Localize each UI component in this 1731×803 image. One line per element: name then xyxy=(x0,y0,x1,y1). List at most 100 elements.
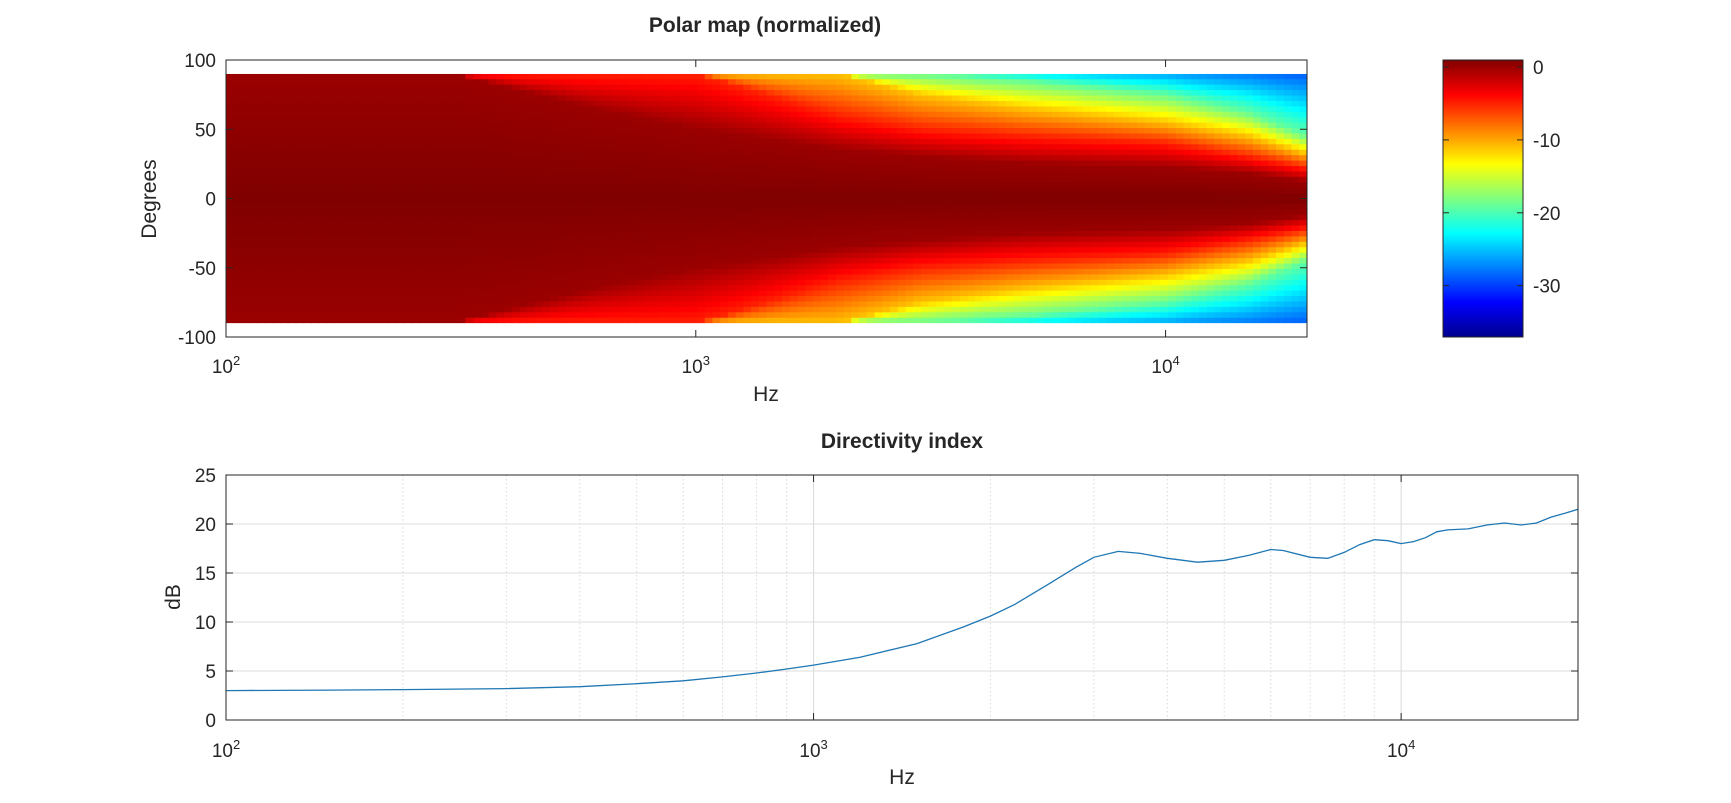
heatmap-cell xyxy=(681,290,691,297)
heatmap-cell xyxy=(627,214,637,221)
heatmap-cell xyxy=(395,263,405,270)
heatmap-cell xyxy=(1005,73,1015,81)
heatmap-cell xyxy=(673,176,683,184)
heatmap-cell xyxy=(612,203,621,211)
heatmap-cell xyxy=(1036,306,1046,314)
heatmap-cell xyxy=(1052,209,1061,216)
heatmap-cell xyxy=(503,182,513,189)
heatmap-cell xyxy=(457,106,467,113)
heatmap-cell xyxy=(403,165,413,173)
heatmap-cell xyxy=(697,290,706,297)
heatmap-cell xyxy=(658,165,667,173)
heatmap-cell xyxy=(619,301,629,308)
heatmap-cell xyxy=(326,268,335,276)
heatmap-cell xyxy=(1005,279,1015,287)
heatmap-cell xyxy=(781,214,791,221)
heatmap-cell xyxy=(457,236,467,243)
heatmap-cell xyxy=(743,138,752,146)
heatmap-cell xyxy=(249,285,258,292)
heatmap-cell xyxy=(650,73,660,81)
heatmap-cell xyxy=(581,279,590,287)
heatmap-cell xyxy=(835,285,845,292)
heatmap-cell xyxy=(727,193,737,200)
heatmap-cell xyxy=(388,225,397,232)
heatmap-cell xyxy=(1029,144,1038,151)
heatmap-cell xyxy=(882,73,891,81)
heatmap-cell xyxy=(550,252,559,259)
heatmap-cell xyxy=(1036,290,1046,297)
heatmap-cell xyxy=(434,165,443,173)
heatmap-cell xyxy=(256,263,266,270)
heatmap-cell xyxy=(874,73,884,81)
heatmap-cell xyxy=(503,128,513,135)
heatmap-cell xyxy=(913,290,922,297)
heatmap-cell xyxy=(380,133,389,140)
heatmap-cell xyxy=(1013,285,1023,292)
heatmap-cell xyxy=(1059,198,1069,205)
heatmap-cell xyxy=(380,290,389,297)
heatmap-cell xyxy=(380,274,389,281)
heatmap-cell xyxy=(928,306,938,314)
heatmap-cell xyxy=(812,214,822,221)
heatmap-cell xyxy=(573,279,582,287)
heatmap-cell xyxy=(905,79,915,86)
heatmap-cell xyxy=(851,258,860,265)
heatmap-cell xyxy=(1036,198,1046,205)
heatmap-cell xyxy=(503,165,513,173)
heatmap-cell xyxy=(751,133,760,140)
heatmap-cell xyxy=(1036,236,1046,243)
heatmap-cell xyxy=(588,231,598,238)
heatmap-cell xyxy=(511,236,521,243)
heatmap-cell xyxy=(334,258,343,265)
heatmap-cell xyxy=(812,111,822,119)
heatmap-cell xyxy=(480,236,490,243)
heatmap-cell xyxy=(928,187,938,194)
heatmap-cell xyxy=(751,247,760,254)
heatmap-cell xyxy=(812,296,822,303)
heatmap-cell xyxy=(951,193,961,200)
heatmap-cell xyxy=(1013,231,1023,238)
heatmap-cell xyxy=(828,285,837,292)
heatmap-cell xyxy=(226,128,235,135)
heatmap-cell xyxy=(866,106,876,113)
heatmap-cell xyxy=(573,187,582,194)
heatmap-cell xyxy=(882,133,891,140)
heatmap-cell xyxy=(751,268,760,276)
heatmap-cell xyxy=(859,296,868,303)
heatmap-cell xyxy=(928,100,938,108)
heatmap-cell xyxy=(341,312,351,319)
heatmap-cell xyxy=(774,171,783,178)
heatmap-cell xyxy=(357,274,366,281)
heatmap-cell xyxy=(619,138,629,146)
heatmap-cell xyxy=(256,268,266,276)
heatmap-cell xyxy=(1029,241,1038,249)
heatmap-cell xyxy=(627,312,637,319)
heatmap-cell xyxy=(280,133,289,140)
heatmap-cell xyxy=(859,133,868,140)
heatmap-cell xyxy=(990,301,999,308)
heatmap-cell xyxy=(812,225,822,232)
heatmap-cell xyxy=(635,274,644,281)
heatmap-cell xyxy=(480,165,490,173)
heatmap-cell xyxy=(588,285,598,292)
heatmap-cell xyxy=(805,225,814,232)
heatmap-cell xyxy=(1029,111,1038,119)
heatmap-cell xyxy=(473,165,482,173)
heatmap-cell xyxy=(527,111,536,119)
heatmap-cell xyxy=(697,312,706,319)
heatmap-cell xyxy=(256,111,266,119)
heatmap-cell xyxy=(758,220,768,227)
heatmap-cell xyxy=(936,236,945,243)
heatmap-cell xyxy=(851,301,860,308)
heatmap-cell xyxy=(959,301,969,308)
heatmap-cell xyxy=(805,279,814,287)
heatmap-cell xyxy=(419,117,428,124)
heatmap-cell xyxy=(697,84,706,91)
heatmap-cell xyxy=(704,268,714,276)
heatmap-cell xyxy=(704,220,714,227)
heatmap-cell xyxy=(951,111,961,119)
heatmap-cell xyxy=(256,203,266,211)
heatmap-cell xyxy=(411,111,420,119)
heatmap-cell xyxy=(913,84,922,91)
heatmap-cell xyxy=(735,258,745,265)
